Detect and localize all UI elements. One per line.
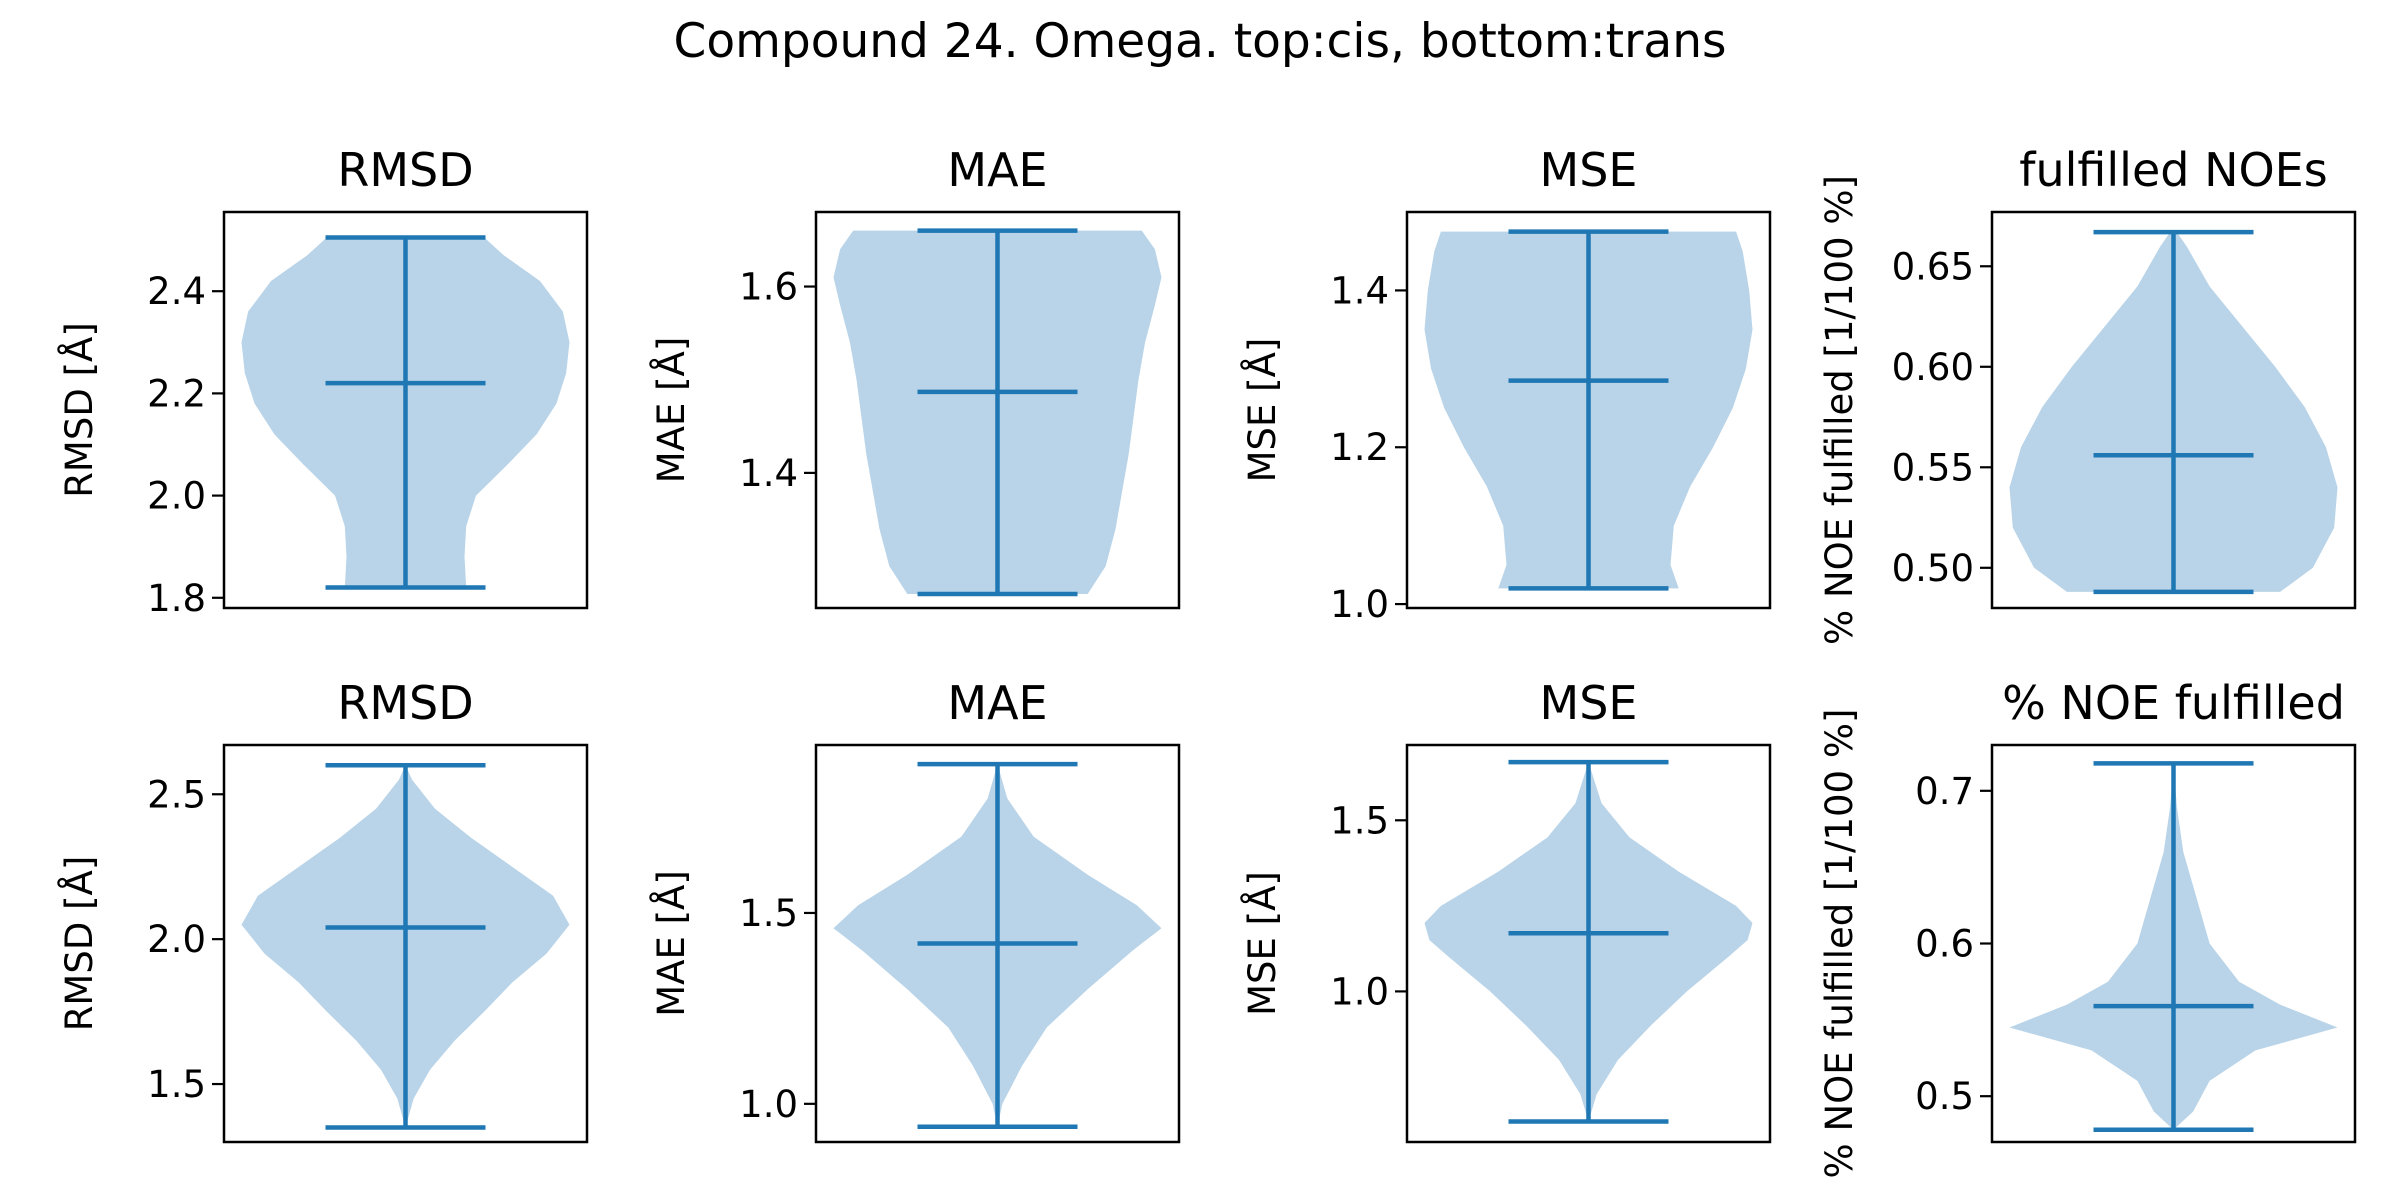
subplot-title: fulfilled NOEs [2019,143,2327,197]
axes-frame [814,210,1181,610]
y-tick-label: 2.0 [147,475,206,518]
violin-panel-bottom-3: 1.0 1.5 MSE MSE [Å] [1240,676,1772,1144]
y-tick-label: 1.5 [147,1063,206,1106]
violin-panel-top-3: 1.0 1.2 1.4 MSE MSE [Å] [1240,143,1772,626]
y-tick-label: 0.55 [1892,446,1974,489]
y-tick-label: 1.0 [1330,970,1389,1013]
y-tick-label: 0.50 [1892,547,1974,590]
y-tick-label: 1.6 [739,266,798,309]
violin-panel-bottom-2: 1.0 1.5 MAE MAE [Å] [649,676,1181,1144]
y-tick-label: 1.2 [1330,426,1389,469]
y-tick-label: 1.5 [1330,799,1389,842]
violin-panel-top-1: 1.8 2.0 2.2 2.4 RMSD RMSD [Å] [57,143,589,620]
violin-panel-bottom-1: 1.5 2.0 2.5 RMSD RMSD [Å] [57,676,589,1144]
axes-frame [1405,210,1772,610]
y-tick-label: 0.7 [1915,770,1974,813]
y-tick-label: 1.5 [739,892,798,935]
y-tick-label: 0.6 [1915,923,1974,966]
violin-panel-top-4: 0.50 0.55 0.60 0.65 fulfilled NOEs % NOE fulf… [1818,143,2357,645]
axes-frame [1405,743,1772,1144]
y-axis-label: % NOE fulfilled [1/100 %] [1818,709,1861,1179]
subplot-title: MAE [947,143,1047,197]
y-tick-label: 1.4 [739,452,798,495]
subplot-title: RMSD [337,676,473,730]
y-tick-label: 2.0 [147,918,206,961]
y-axis-label: MAE [Å] [649,870,693,1017]
subplot-title: RMSD [337,143,473,197]
y-tick-label: 1.0 [1330,583,1389,626]
subplot-title: MSE [1540,676,1638,730]
axes-frame [1990,210,2357,610]
axes-frame [222,210,589,610]
y-tick-label: 0.65 [1892,245,1974,288]
y-tick-label: 1.0 [739,1083,798,1126]
axes-frame [222,743,589,1144]
y-axis-label: RMSD [Å] [57,856,101,1032]
y-tick-label: 0.5 [1915,1075,1974,1118]
subplot-title: MAE [947,676,1047,730]
y-axis-label: MSE [Å] [1240,338,1284,483]
figure-title: Compound 24. Omega. top:cis, bottom:tran… [673,14,1727,69]
y-tick-label: 1.8 [147,577,206,620]
y-tick-label: 2.5 [147,773,206,816]
subplot-title: % NOE fulfilled [2002,676,2345,730]
y-axis-label: MAE [Å] [649,337,693,484]
y-tick-label: 1.4 [1330,269,1389,312]
violin-panel-bottom-4: 0.5 0.6 0.7 % NOE fulfilled % NOE fulfilled … [1818,676,2357,1179]
y-axis-label: MSE [Å] [1240,871,1284,1016]
y-tick-label: 2.2 [147,372,206,415]
y-axis-label: RMSD [Å] [57,322,101,498]
violin-panel-top-2: 1.4 1.6 MAE MAE [Å] [649,143,1181,610]
axes-frame [814,743,1181,1144]
subplot-title: MSE [1540,143,1638,197]
y-axis-label: % NOE fulfilled [1/100 %] [1818,175,1861,645]
y-tick-label: 0.60 [1892,346,1974,389]
y-tick-label: 2.4 [147,270,206,313]
